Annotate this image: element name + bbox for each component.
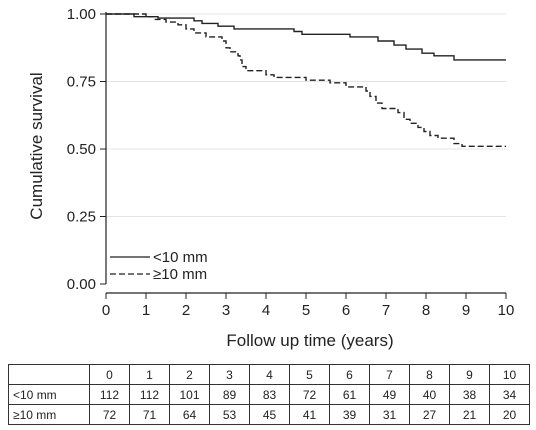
y-gridlines [106,13,506,217]
table-row-label: <10 mm [8,384,90,405]
table-header-cell: 0 [89,364,130,385]
table-header-cell: 1 [129,364,170,385]
table-header-row: 0 1 2 3 4 5 6 7 8 9 10 [8,364,530,385]
table-header-cell: 7 [369,364,410,385]
table-cell: 53 [209,404,250,425]
table-cell: 20 [489,404,530,425]
x-tick-label: 8 [422,302,430,319]
y-tick-label: 0.00 [67,276,96,293]
table-cell: 71 [129,404,170,425]
x-tick-label: 5 [302,302,310,319]
table-cell: 112 [129,384,170,405]
table-header-cell: 2 [169,364,210,385]
table-cell: 21 [449,404,490,425]
table-header-cell: 8 [409,364,450,385]
axes [100,12,507,299]
legend: <10 mm ≥10 mm [110,249,208,283]
series-line-ge10 [106,13,506,147]
table-header-cell: 4 [249,364,290,385]
table-cell: 89 [209,384,250,405]
series-lines [106,13,506,147]
x-tick-label: 1 [142,302,150,319]
y-axis-label: Cumulative survival [27,72,46,219]
table-cell: 34 [489,384,530,405]
survival-chart: 0.00 0.25 0.50 0.75 1.00 0 1 2 3 4 5 6 7 8 9 10 Cumulat… [27,6,515,350]
table-cell: 72 [89,404,130,425]
table-cell: 27 [409,404,450,425]
table-row: <10 mm 112 112 101 89 83 72 61 49 40 38 … [8,384,530,405]
x-tick-label: 3 [222,302,230,319]
table-cell: 72 [289,384,330,405]
table-cell: 38 [449,384,490,405]
x-tick-label: 6 [342,302,350,319]
x-axis-label: Follow up time (years) [226,331,393,350]
table-cell: 31 [369,404,410,425]
x-tick-label: 0 [102,302,110,319]
y-tick-label: 0.75 [67,74,96,91]
series-line-lt10 [106,13,506,61]
table-corner-cell [8,364,90,385]
table-cell: 64 [169,404,210,425]
number-at-risk-table: 0 1 2 3 4 5 6 7 8 9 10 <10 mm 112 112 10… [8,364,530,425]
table-header-cell: 10 [489,364,530,385]
x-tick-label: 4 [262,302,270,319]
table-cell: 45 [249,404,290,425]
legend-label-ge10: ≥10 mm [153,266,207,283]
x-tick-label: 10 [498,302,515,319]
table-cell: 101 [169,384,210,405]
table-cell: 112 [89,384,130,405]
y-tick-label: 1.00 [67,6,96,23]
table-cell: 49 [369,384,410,405]
x-tick-label: 7 [382,302,390,319]
tick-labels: 0.00 0.25 0.50 0.75 1.00 0 1 2 3 4 5 6 7 8 9 10 [67,6,515,319]
y-tick-label: 0.50 [67,141,96,158]
table-header-cell: 9 [449,364,490,385]
x-tick-label: 9 [462,302,470,319]
table-row: ≥10 mm 72 71 64 53 45 41 39 31 27 21 20 [8,404,530,425]
table-cell: 39 [329,404,370,425]
table-cell: 83 [249,384,290,405]
table-cell: 61 [329,384,370,405]
x-tick-label: 2 [182,302,190,319]
table-row-label: ≥10 mm [8,404,90,425]
legend-label-lt10: <10 mm [153,249,208,266]
table-header-cell: 3 [209,364,250,385]
y-tick-label: 0.25 [67,209,96,226]
table-cell: 41 [289,404,330,425]
table-cell: 40 [409,384,450,405]
table-header-cell: 6 [329,364,370,385]
table-header-cell: 5 [289,364,330,385]
